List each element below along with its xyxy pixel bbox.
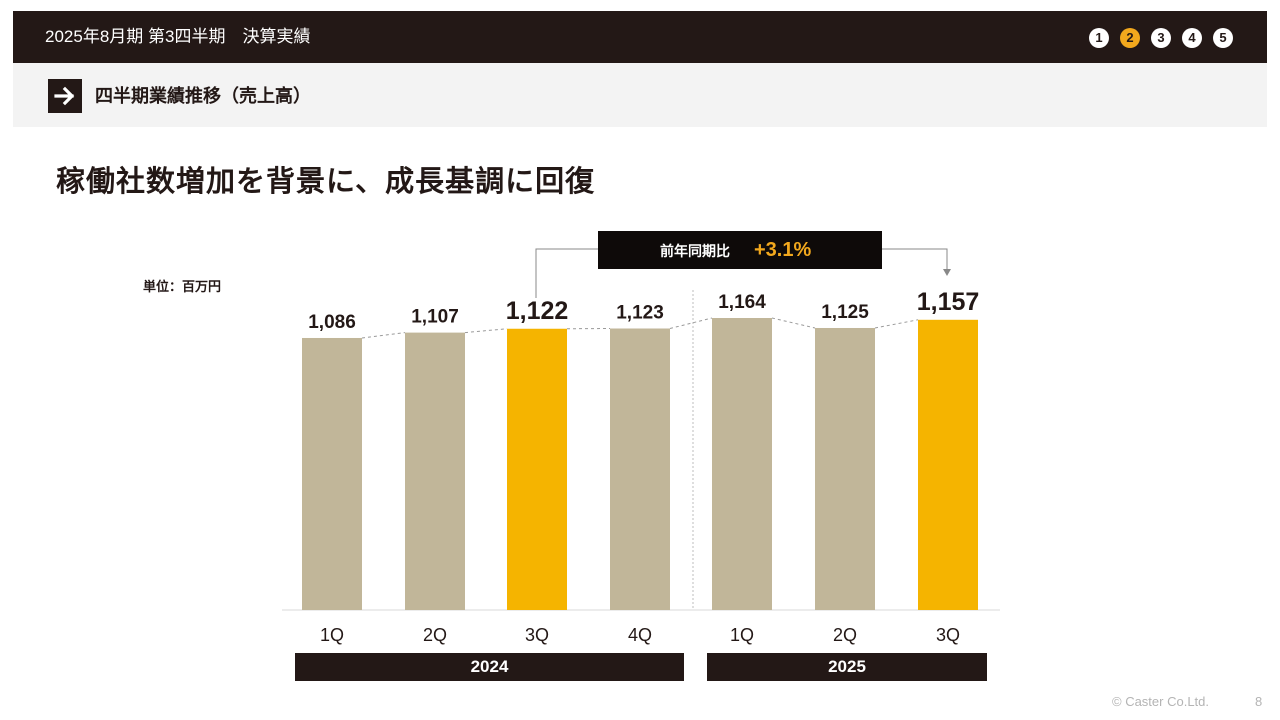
category-label-3: 3Q — [525, 625, 549, 645]
page-number: 8 — [1255, 694, 1263, 709]
bar-6 — [815, 327, 875, 610]
category-label-5: 1Q — [730, 625, 754, 645]
value-label-3: 1,122 — [506, 297, 569, 325]
yoy-value: +3.1% — [754, 239, 812, 261]
section-title: 四半期業績推移（売上高） — [95, 86, 311, 106]
step-3[interactable]: 3 — [1151, 28, 1171, 48]
bar-7 — [918, 319, 978, 610]
category-label-2: 2Q — [423, 625, 447, 645]
headline: 稼働社数増加を背景に、成長基調に回復 — [56, 166, 596, 198]
value-label-7: 1,157 — [917, 288, 980, 316]
connector-1 — [361, 332, 406, 339]
value-label-2: 1,107 — [411, 307, 459, 328]
bar-4 — [610, 328, 670, 610]
value-label-5: 1,164 — [718, 292, 766, 313]
yoy-bracket-right — [882, 248, 948, 270]
yoy-bracket-left — [535, 248, 598, 298]
step-2[interactable]: 2 — [1120, 28, 1140, 48]
connector-6 — [874, 319, 919, 329]
year-label-2024: 2024 — [295, 653, 684, 681]
connector-5 — [771, 317, 816, 329]
connector-2 — [464, 328, 508, 334]
year-label-2025: 2025 — [707, 653, 987, 681]
value-label-1: 1,086 — [308, 312, 356, 333]
unit-label: 単位：百万円 — [143, 279, 222, 294]
bar-3 — [507, 328, 567, 610]
value-label-4: 1,123 — [616, 303, 664, 324]
bar-1 — [302, 337, 362, 610]
yoy-label: 前年同期比 — [660, 243, 730, 259]
category-label-6: 2Q — [833, 625, 857, 645]
yoy-callout: 前年同期比 +3.1% — [598, 231, 882, 269]
section-bar: 四半期業績推移（売上高） — [13, 63, 1267, 127]
arrow-right-icon — [48, 79, 82, 113]
connector-4 — [669, 317, 713, 329]
category-label-1: 1Q — [320, 625, 344, 645]
category-label-7: 3Q — [936, 625, 960, 645]
bar-5 — [712, 318, 772, 610]
header-bar: 2025年8月期 第3四半期 決算実績 1 2 3 4 5 — [13, 11, 1267, 63]
value-label-6: 1,125 — [821, 302, 869, 323]
category-label-4: 4Q — [628, 625, 652, 645]
report-title: 2025年8月期 第3四半期 決算実績 — [45, 27, 311, 46]
step-4[interactable]: 4 — [1182, 28, 1202, 48]
step-1[interactable]: 1 — [1089, 28, 1109, 48]
bar-2 — [405, 332, 465, 610]
yoy-arrow-head — [943, 269, 951, 276]
copyright: © Caster Co.Ltd. — [1112, 694, 1210, 709]
step-5[interactable]: 5 — [1213, 28, 1233, 48]
